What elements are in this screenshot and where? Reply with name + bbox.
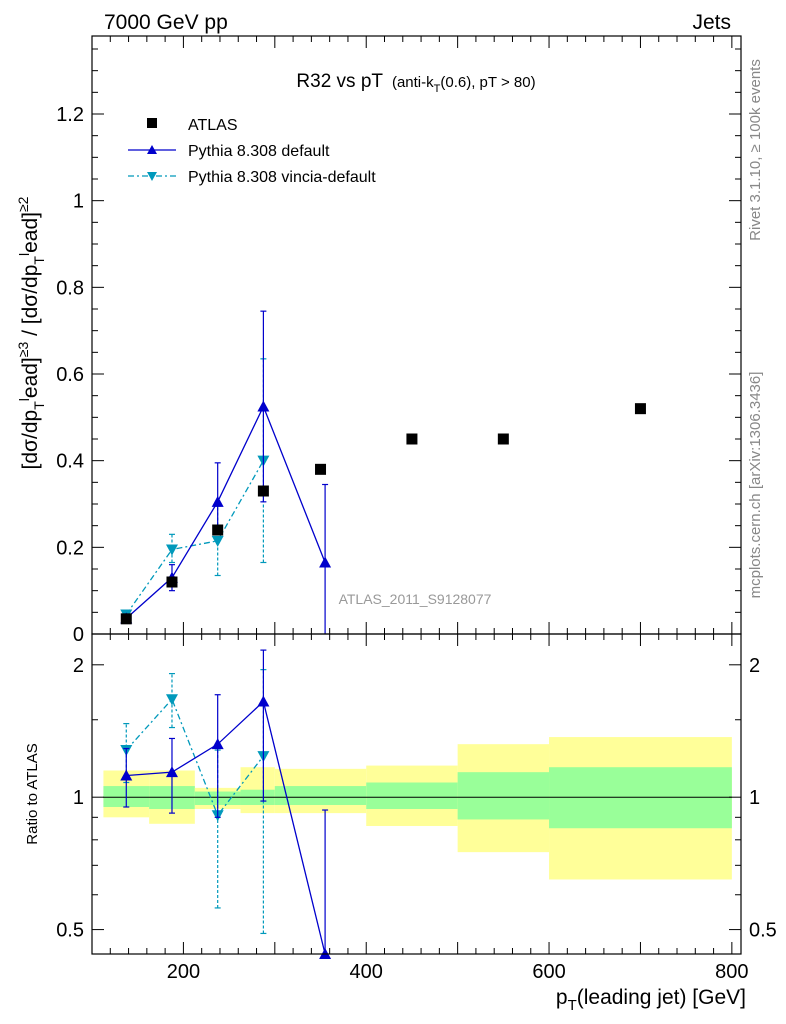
data-point-triangle-up: [257, 400, 270, 412]
header-left: 7000 GeV pp: [104, 11, 228, 34]
ratio-xtick-label: 400: [350, 961, 383, 983]
legend-pythia-marker: [147, 145, 157, 154]
main-ytick-label: 0.2: [56, 537, 84, 559]
main-ytick-label: 0: [73, 624, 84, 646]
uncertainty-band-green: [274, 786, 367, 805]
watermark: ATLAS_2011_S9128077: [339, 591, 492, 607]
legend-atlas-label: ATLAS: [188, 117, 238, 134]
legend-atlas-marker: [147, 118, 157, 128]
main-ytick-label: 0.4: [56, 451, 84, 473]
data-point-square: [497, 433, 509, 445]
data-point-square: [212, 524, 224, 536]
series-line: [125, 698, 264, 817]
ratio-ytick-label-right: 1: [749, 787, 760, 809]
uncertainty-band-green: [457, 772, 550, 820]
data-point-triangle-down: [211, 535, 224, 547]
data-point-square: [257, 485, 269, 497]
rivet-label: Rivet 3.1.10, ≥ 100k events: [747, 59, 764, 241]
uncertainty-band-green: [366, 782, 458, 810]
mcplots-label: mcplots.cern.ch [arXiv:1306.3436]: [747, 372, 764, 599]
data-point-square: [120, 613, 132, 625]
main-ytick-label: 1.2: [56, 104, 84, 126]
data-point-square: [166, 576, 178, 588]
ratio-ytick-label-right: 0.5: [749, 920, 777, 942]
ratio-ytick-label: 0.5: [56, 920, 84, 942]
data-point-triangle-up: [319, 556, 332, 568]
main-panel: 0 0.2 0.4 0.6 0.8 1 1.2 R32 vs pT (anti-kT(0.6…: [15, 35, 742, 646]
main-ylabel: [dσ/dpTlead]≥3 / [dσ/dpTlead]≥2: [15, 196, 47, 469]
data-point-triangle-up: [211, 738, 224, 750]
ratio-xtick-label: 200: [167, 961, 200, 983]
data-point-square: [315, 463, 327, 475]
legend-vincia-label: Pythia 8.308 vincia-default: [188, 169, 376, 186]
ratio-ytick-label-right: 2: [749, 655, 760, 677]
ratio-xlabel: pT(leading jet) [GeV]: [556, 986, 746, 1014]
ratio-xtick-label: 800: [715, 961, 748, 983]
ratio-ytick-label: 2: [73, 655, 84, 677]
legend-pythia-label: Pythia 8.308 default: [188, 143, 330, 160]
data-point-square: [634, 403, 646, 415]
ratio-ytick-label: 1: [73, 787, 84, 809]
legend-vincia-marker: [147, 172, 157, 181]
data-point-triangle-up: [211, 495, 224, 507]
ratio-frame: [91, 633, 742, 955]
ratio-xtick-label: 600: [532, 961, 565, 983]
uncertainty-band-green: [549, 767, 732, 829]
series-line: [125, 404, 326, 619]
legend: ATLAS Pythia 8.308 default Pythia 8.308 …: [128, 117, 376, 186]
main-ytick-label: 1: [73, 191, 84, 213]
main-ytick-label: 0.8: [56, 277, 84, 299]
data-point-triangle-down: [165, 694, 178, 706]
data-point-triangle-down: [165, 544, 178, 556]
data-point-triangle-up: [120, 769, 133, 781]
series-line: [125, 460, 264, 615]
ratio-ylabel: Ratio to ATLAS: [24, 743, 41, 844]
series-line: [126, 700, 326, 955]
main-title: R32 vs pT (anti-kT(0.6), pT > 80): [296, 71, 535, 95]
data-point-square: [406, 433, 418, 445]
data-point-triangle-up: [257, 695, 270, 707]
header-right: Jets: [692, 11, 731, 34]
main-ytick-label: 0.6: [56, 364, 84, 386]
data-point-triangle-up: [165, 766, 178, 778]
